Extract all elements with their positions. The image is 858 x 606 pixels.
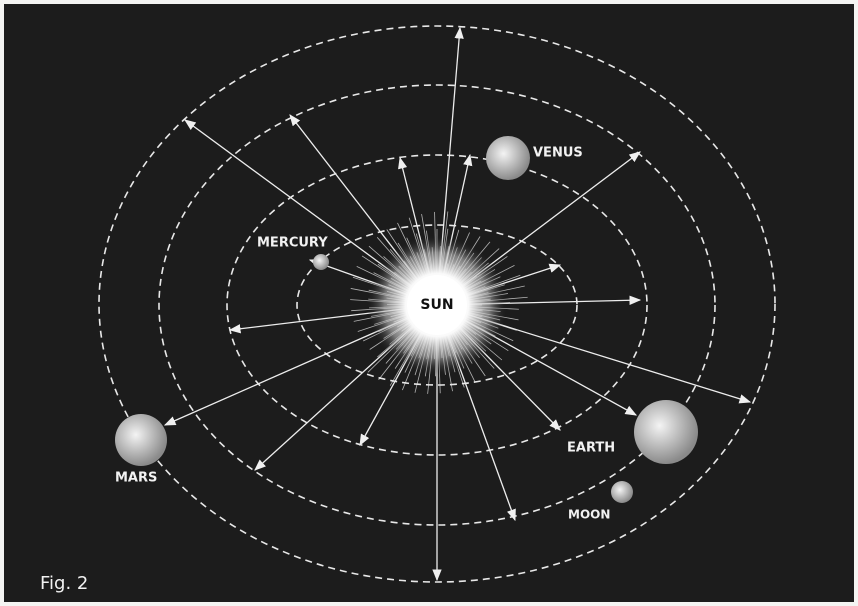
mercury xyxy=(313,254,329,270)
sun-label: SUN xyxy=(420,297,453,313)
mars-label: MARS xyxy=(115,471,157,486)
moon xyxy=(611,481,633,503)
earth-label: EARTH xyxy=(567,441,615,456)
venus xyxy=(486,136,530,180)
solar-system-diagram: SUN MERCURY VENUS EARTH MARS MOON Fig. 2 xyxy=(0,0,858,606)
moon-label: MOON xyxy=(568,508,610,522)
mercury-label: MERCURY xyxy=(257,236,328,251)
figure-label: Fig. 2 xyxy=(40,573,88,594)
earth xyxy=(634,400,698,464)
venus-label: VENUS xyxy=(533,146,583,161)
mars xyxy=(115,414,167,466)
